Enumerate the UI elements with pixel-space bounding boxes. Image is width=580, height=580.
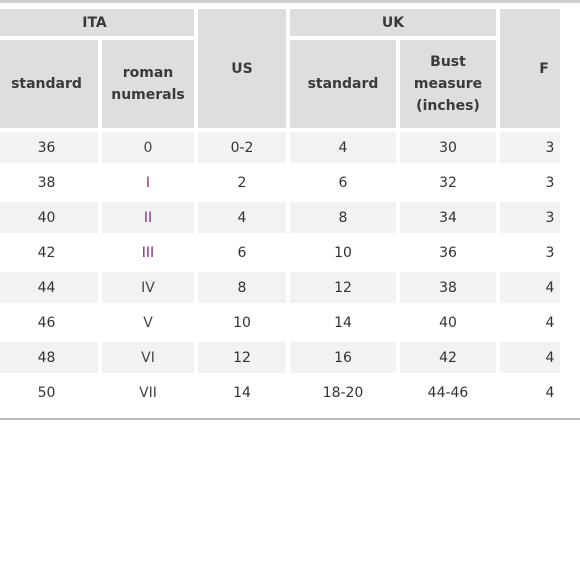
- cell-ita-standard: 48: [0, 342, 98, 373]
- cell-uk-standard: 12: [290, 272, 396, 303]
- cell-ita-roman: I: [102, 167, 194, 198]
- cell-ita-standard: 38: [0, 167, 98, 198]
- cell-fr: 3: [500, 202, 560, 233]
- cell-uk-bust: 44-46: [400, 377, 496, 408]
- cell-uk-bust: 38: [400, 272, 496, 303]
- cell-us: 10: [198, 307, 286, 338]
- header-ita: ITA: [0, 9, 194, 36]
- cell-uk-bust: 42: [400, 342, 496, 373]
- cell-uk-standard: 16: [290, 342, 396, 373]
- cell-us: 0-2: [198, 132, 286, 163]
- table-row: 50 VII 14 18-20 44-46 4: [0, 377, 560, 408]
- cell-fr: 3: [500, 132, 560, 163]
- cell-uk-standard: 8: [290, 202, 396, 233]
- cell-us: 2: [198, 167, 286, 198]
- top-divider: [0, 0, 580, 3]
- cell-us: 14: [198, 377, 286, 408]
- cell-ita-standard: 44: [0, 272, 98, 303]
- cell-fr-value: 3: [545, 139, 555, 156]
- cell-uk-standard: 4: [290, 132, 396, 163]
- cell-fr: 4: [500, 377, 560, 408]
- table-row: 38 I 2 6 32 3: [0, 167, 560, 198]
- header-uk: UK: [290, 9, 496, 36]
- cell-fr-value: 4: [545, 349, 555, 366]
- cell-fr: 4: [500, 272, 560, 303]
- cell-ita-roman: 0: [102, 132, 194, 163]
- cell-uk-standard: 14: [290, 307, 396, 338]
- header-uk-bust: Bust measure (inches): [400, 40, 496, 128]
- sub-header-row: standard roman numerals standard Bust me…: [0, 40, 560, 128]
- table-row: 42 III 6 10 36 3: [0, 237, 560, 268]
- cell-ita-roman: V: [102, 307, 194, 338]
- cell-ita-roman: VII: [102, 377, 194, 408]
- cell-us: 8: [198, 272, 286, 303]
- cell-fr: 3: [500, 237, 560, 268]
- table-row: 48 VI 12 16 42 4: [0, 342, 560, 373]
- cell-uk-bust: 32: [400, 167, 496, 198]
- cell-ita-roman: III: [102, 237, 194, 268]
- bottom-divider: [0, 418, 580, 420]
- cell-uk-standard: 6: [290, 167, 396, 198]
- cell-ita-standard: 46: [0, 307, 98, 338]
- cell-fr: 4: [500, 307, 560, 338]
- cell-us: 4: [198, 202, 286, 233]
- cell-fr-value: 4: [545, 314, 555, 331]
- cell-ita-standard: 36: [0, 132, 98, 163]
- cell-fr-value: 3: [545, 209, 555, 226]
- cell-ita-roman: VI: [102, 342, 194, 373]
- header-us: US: [198, 9, 286, 128]
- cell-uk-bust: 36: [400, 237, 496, 268]
- table-row: 44 IV 8 12 38 4: [0, 272, 560, 303]
- header-uk-bust-label: Bust measure (inches): [413, 54, 483, 114]
- cell-ita-standard: 50: [0, 377, 98, 408]
- header-ita-roman-label: roman numerals: [111, 65, 185, 103]
- cell-fr-value: 4: [545, 384, 555, 401]
- header-fr: F: [500, 9, 560, 128]
- header-ita-roman: roman numerals: [102, 40, 194, 128]
- cell-ita-standard: 42: [0, 237, 98, 268]
- size-table-container: ITA US UK F standard roman numerals stan…: [0, 5, 564, 412]
- cell-uk-bust: 30: [400, 132, 496, 163]
- cell-us: 12: [198, 342, 286, 373]
- table-row: 46 V 10 14 40 4: [0, 307, 560, 338]
- cell-us: 6: [198, 237, 286, 268]
- cell-uk-standard: 10: [290, 237, 396, 268]
- size-conversion-table: ITA US UK F standard roman numerals stan…: [0, 5, 564, 412]
- cell-fr-value: 4: [545, 279, 555, 296]
- cell-fr: 4: [500, 342, 560, 373]
- cell-ita-standard: 40: [0, 202, 98, 233]
- cell-uk-bust: 34: [400, 202, 496, 233]
- cell-uk-standard: 18-20: [290, 377, 396, 408]
- table-row: 40 II 4 8 34 3: [0, 202, 560, 233]
- cell-fr-value: 3: [545, 174, 555, 191]
- group-header-row: ITA US UK F: [0, 9, 560, 128]
- header-fr-label: F: [539, 60, 549, 77]
- table-row: 36 0 0-2 4 30 3: [0, 132, 560, 163]
- cell-fr: 3: [500, 167, 560, 198]
- cell-ita-roman: IV: [102, 272, 194, 303]
- header-uk-standard: standard: [290, 40, 396, 128]
- cell-uk-bust: 40: [400, 307, 496, 338]
- cell-ita-roman: II: [102, 202, 194, 233]
- header-ita-standard: standard: [0, 40, 98, 128]
- cell-fr-value: 3: [545, 244, 555, 261]
